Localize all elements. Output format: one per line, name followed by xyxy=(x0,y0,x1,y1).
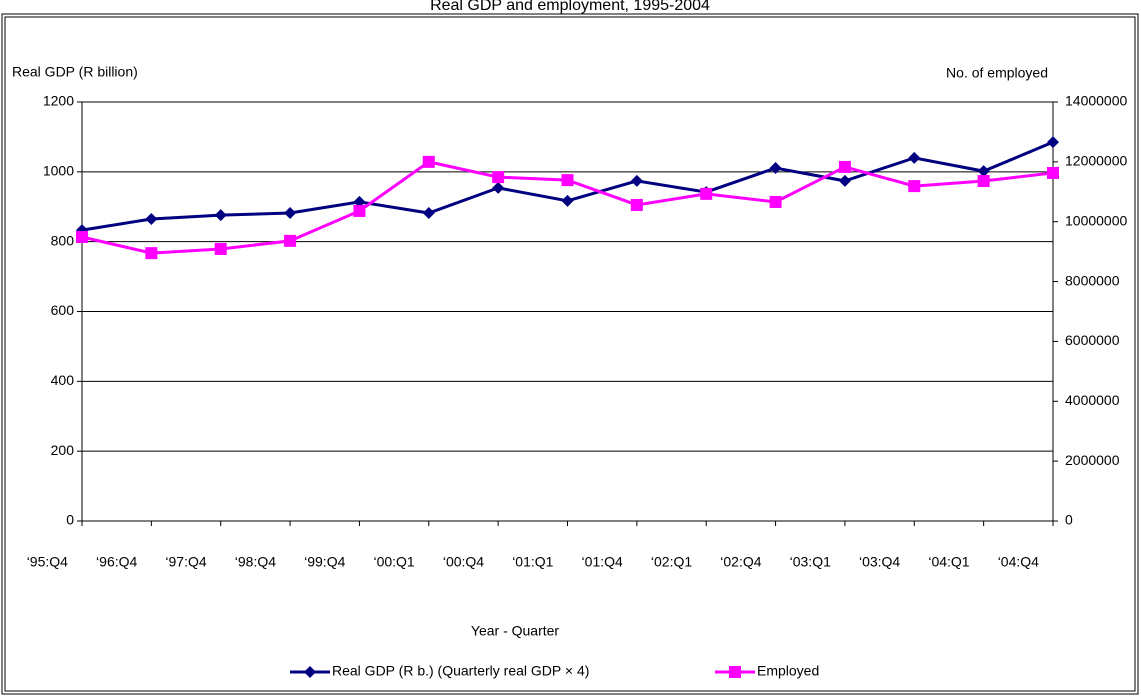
data-point xyxy=(769,161,782,174)
y2-tick-label: 8000000 xyxy=(1065,272,1120,288)
y2-tick-label: 12000000 xyxy=(1065,153,1128,169)
x-tick-label: ‘00:Q4 xyxy=(443,554,484,570)
x-tick-label: ‘96:Q4 xyxy=(96,554,137,570)
y2-tick-label: 0 xyxy=(1065,512,1073,528)
y-tick-label: 1200 xyxy=(43,93,74,109)
legend-marker xyxy=(304,666,316,678)
data-point xyxy=(977,175,990,188)
data-point xyxy=(977,165,990,178)
y2-tick-label: 2000000 xyxy=(1065,452,1120,468)
data-point xyxy=(145,212,158,225)
data-point xyxy=(353,195,366,208)
data-point xyxy=(145,247,158,260)
data-point xyxy=(700,187,713,200)
y2-tick-label: 14000000 xyxy=(1065,93,1128,109)
data-point xyxy=(422,155,435,168)
x-tick-label: ‘97:Q4 xyxy=(165,554,206,570)
data-point xyxy=(561,194,574,207)
data-point xyxy=(1047,136,1059,149)
chart-title: Real GDP and employment, 1995-2004 xyxy=(430,0,710,14)
data-point xyxy=(492,171,505,184)
data-point xyxy=(214,209,227,222)
y2-tick-label: 4000000 xyxy=(1065,392,1120,408)
data-point xyxy=(908,180,921,193)
y-tick-label: 400 xyxy=(51,372,75,388)
x-tick-label: ‘98:Q4 xyxy=(235,554,276,570)
x-tick-label: ‘02:Q4 xyxy=(720,554,761,570)
y2-tick-label: 10000000 xyxy=(1065,212,1128,228)
x-tick-label: ‘00:Q1 xyxy=(373,554,414,570)
data-point xyxy=(214,242,227,255)
x-tick-label: ‘03:Q1 xyxy=(790,554,831,570)
data-point xyxy=(908,151,921,164)
data-point xyxy=(284,234,297,247)
data-point xyxy=(630,174,643,187)
x-tick-label: ‘03:Q4 xyxy=(859,554,900,570)
legend-marker xyxy=(729,666,741,678)
data-point xyxy=(1047,166,1059,179)
y-tick-label: 1000 xyxy=(43,163,74,179)
series-line xyxy=(81,140,1054,232)
data-point xyxy=(561,174,574,187)
x-tick-label: ‘95:Q4 xyxy=(27,554,68,570)
y-tick-label: 0 xyxy=(66,512,74,528)
x-tick-label: ‘04:Q1 xyxy=(928,554,969,570)
y-tick-label: 200 xyxy=(51,442,75,458)
x-tick-label: ‘01:Q4 xyxy=(582,554,623,570)
data-point xyxy=(769,195,782,208)
data-point xyxy=(630,198,643,211)
x-axis-label: Year - Quarter xyxy=(471,623,560,639)
y-tick-label: 600 xyxy=(51,302,75,318)
x-tick-label: ‘02:Q1 xyxy=(651,554,692,570)
y-tick-label: 800 xyxy=(51,232,75,248)
y-axis-label: Real GDP (R billion) xyxy=(12,64,138,80)
data-point xyxy=(353,204,366,217)
data-point xyxy=(838,174,851,187)
x-tick-label: ‘01:Q1 xyxy=(512,554,553,570)
x-tick-label: ‘04:Q4 xyxy=(998,554,1039,570)
y2-tick-label: 6000000 xyxy=(1065,332,1120,348)
data-point xyxy=(838,160,851,173)
data-point xyxy=(422,207,435,220)
legend-label: Real GDP (R b.) (Quarterly real GDP × 4) xyxy=(332,663,589,679)
legend-label: Employed xyxy=(757,663,819,679)
data-point xyxy=(76,230,88,243)
frame xyxy=(1,13,1139,695)
y2-axis-label: No. of employed xyxy=(946,65,1048,81)
frame-inner xyxy=(4,16,1136,692)
data-point xyxy=(284,207,297,220)
x-tick-label: ‘99:Q4 xyxy=(304,554,345,570)
data-point xyxy=(492,181,505,194)
